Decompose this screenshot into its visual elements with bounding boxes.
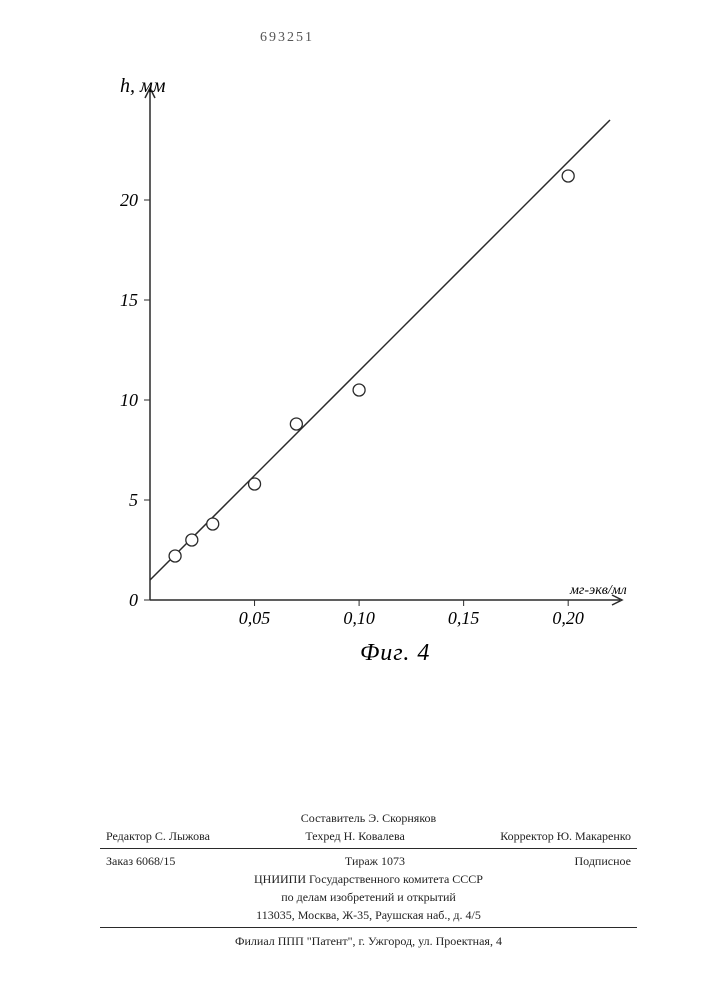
chart-container: 0 5 10 15 20 0,05 0,10 0,15 0,20 h, мм мг-экв/мл Фи…	[70, 60, 630, 690]
footer-committee1: ЦНИИПИ Государственного комитета СССР	[100, 870, 637, 888]
y-tick-label: 15	[120, 290, 138, 310]
footer-tirazh: Тираж 1073	[345, 852, 405, 870]
fit-line	[150, 120, 610, 580]
footer-techred: Техред Н. Ковалева	[305, 827, 404, 845]
x-tick-label: 0,10	[343, 608, 375, 628]
x-tick-label: 0,15	[448, 608, 480, 628]
footer-order: Заказ 6068/15	[106, 852, 175, 870]
footer-podpisnoe: Подписное	[575, 852, 632, 870]
y-axis-label: h, мм	[120, 75, 166, 97]
data-point	[186, 534, 198, 546]
document-number: 693251	[260, 30, 314, 46]
x-tick-label: 0,20	[552, 608, 584, 628]
y-tick-label: 10	[120, 390, 138, 410]
footer-block: Составитель Э. Скорняков Редактор С. Лыж…	[100, 809, 637, 950]
calibration-chart: 0 5 10 15 20 0,05 0,10 0,15 0,20 h, мм мг-экв/мл Фи…	[70, 60, 630, 690]
data-point	[207, 518, 219, 530]
footer-address: 113035, Москва, Ж-35, Раушская наб., д. …	[100, 906, 637, 924]
y-tick-label: 5	[129, 490, 138, 510]
data-point	[562, 170, 574, 182]
figure-caption: Фиг. 4	[360, 640, 430, 666]
data-point	[249, 478, 261, 490]
footer-editor: Редактор С. Лыжова	[106, 827, 210, 845]
footer-filial: Филиал ППП "Патент", г. Ужгород, ул. Про…	[100, 932, 637, 950]
divider	[100, 927, 637, 928]
data-point	[290, 418, 302, 430]
y-tick-label: 0	[129, 590, 138, 610]
footer-compiler: Составитель Э. Скорняков	[100, 809, 637, 827]
data-point	[169, 550, 181, 562]
x-axis-unit: мг-экв/мл	[569, 583, 627, 598]
x-tick-label: 0,05	[239, 608, 271, 628]
footer-committee2: по делам изобретений и открытий	[100, 888, 637, 906]
divider	[100, 848, 637, 849]
footer-corrector: Корректор Ю. Макаренко	[500, 827, 631, 845]
y-tick-label: 20	[120, 190, 138, 210]
data-point	[353, 384, 365, 396]
